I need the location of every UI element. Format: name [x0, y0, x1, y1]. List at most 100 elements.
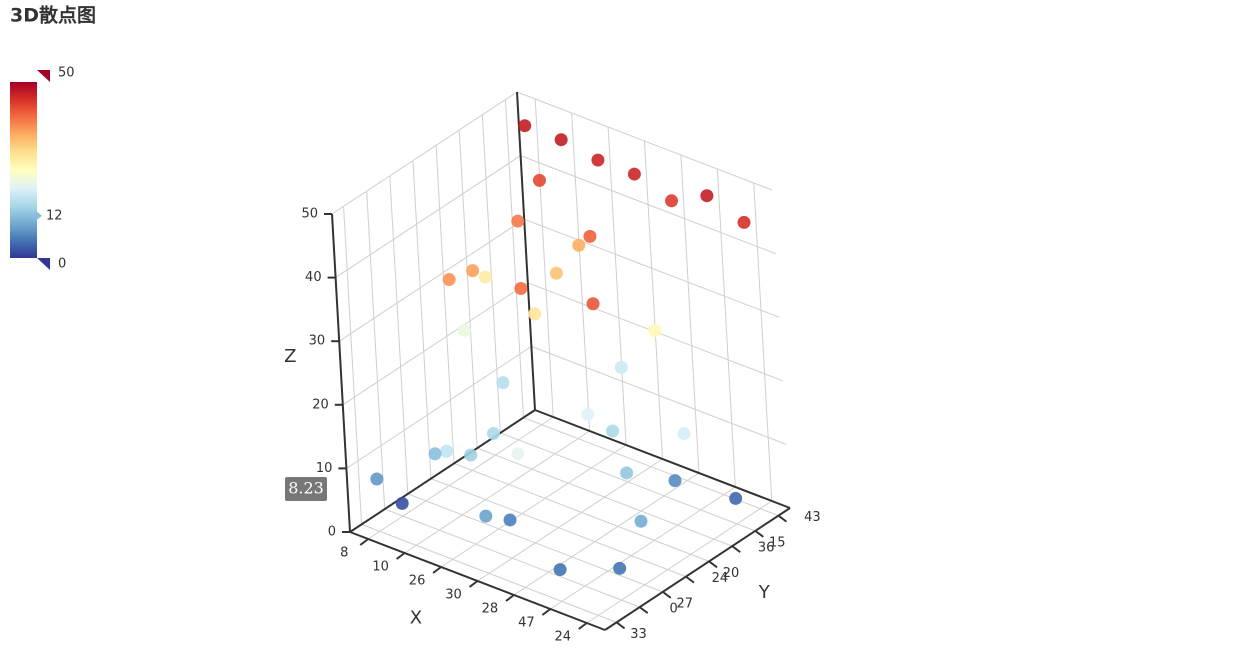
data-point[interactable]	[606, 424, 620, 438]
data-point[interactable]	[700, 189, 714, 203]
grid-line	[500, 432, 756, 532]
data-point[interactable]	[442, 273, 456, 287]
data-point[interactable]	[737, 215, 751, 229]
tick-mark	[777, 514, 788, 523]
tick-mark	[639, 606, 649, 614]
grid-line	[440, 444, 627, 568]
grid-line	[343, 206, 363, 525]
data-point[interactable]	[549, 266, 563, 280]
data-point[interactable]	[478, 270, 492, 284]
data-point[interactable]	[572, 238, 586, 252]
data-point[interactable]	[514, 281, 528, 295]
data-point[interactable]	[614, 360, 628, 374]
grid-line	[477, 447, 733, 547]
x-tick-label: 47	[518, 616, 535, 631]
y-tick-label: 43	[804, 510, 821, 525]
y-tick-label: 36	[758, 541, 775, 556]
data-point[interactable]	[464, 448, 478, 462]
data-point[interactable]	[620, 466, 634, 480]
tick-mark	[359, 538, 369, 546]
grid-line	[607, 126, 627, 446]
x-tick-label: 24	[555, 630, 572, 645]
tick-mark	[731, 545, 741, 553]
data-point[interactable]	[613, 561, 627, 575]
data-point[interactable]	[553, 563, 567, 577]
tick-mark	[541, 608, 551, 616]
tick-mark	[432, 566, 442, 574]
data-point[interactable]	[648, 324, 662, 338]
tooltip-box	[285, 477, 327, 501]
grid-line	[586, 500, 773, 624]
visual-map-max: 50	[58, 66, 75, 81]
data-point[interactable]	[440, 444, 454, 458]
data-point[interactable]	[627, 167, 641, 181]
x-tick-label: 8	[340, 546, 348, 561]
grid-line	[513, 472, 700, 596]
grid-line	[550, 486, 736, 610]
grid-line	[407, 493, 663, 593]
data-point[interactable]	[581, 407, 595, 421]
y-tick-label: 15	[769, 535, 786, 550]
grid-line	[384, 508, 640, 608]
z-axis	[331, 213, 351, 533]
grid-line	[453, 462, 710, 562]
grid-line	[516, 91, 773, 191]
grid-line	[680, 154, 700, 474]
grid-line	[644, 140, 663, 460]
y-axis	[604, 507, 791, 631]
z-tick-label: 20	[312, 397, 329, 412]
data-point[interactable]	[518, 119, 532, 133]
data-point[interactable]	[586, 297, 600, 311]
grid-line	[571, 112, 591, 432]
visual-map-bar[interactable]	[10, 82, 37, 258]
grid-line	[331, 91, 518, 215]
data-point[interactable]	[466, 264, 480, 278]
data-point[interactable]	[634, 514, 648, 528]
visual-map-indicator	[36, 210, 42, 221]
data-point[interactable]	[511, 447, 525, 461]
data-point[interactable]	[677, 427, 691, 441]
z-tick-label: 50	[301, 207, 318, 222]
data-point[interactable]	[486, 426, 500, 440]
data-point[interactable]	[528, 307, 542, 321]
z-tick-label: 40	[305, 270, 322, 285]
data-point[interactable]	[591, 153, 605, 167]
grid-line	[534, 98, 554, 418]
data-point[interactable]	[729, 491, 743, 505]
data-point[interactable]	[665, 194, 679, 208]
data-point[interactable]	[511, 214, 525, 228]
grid-line	[716, 168, 736, 488]
grid-line	[367, 416, 554, 540]
y-axis-label: Y	[758, 582, 771, 603]
visual-map-handle-label: 12	[46, 208, 63, 223]
grid-line	[435, 145, 455, 464]
data-point[interactable]	[395, 496, 409, 510]
tick-mark	[754, 530, 764, 538]
data-point[interactable]	[554, 133, 568, 147]
grid-line	[346, 345, 532, 469]
tooltip-text: 8.23	[288, 479, 324, 498]
data-point[interactable]	[496, 376, 510, 390]
data-point[interactable]	[428, 447, 442, 461]
box-edge	[349, 409, 536, 533]
data-point[interactable]	[503, 513, 517, 527]
data-point[interactable]	[457, 323, 471, 337]
data-point[interactable]	[668, 474, 682, 488]
y-tick-label: 33	[630, 627, 647, 642]
visual-map-handle[interactable]	[37, 258, 50, 270]
data-point[interactable]	[532, 173, 546, 187]
x-tick-label: 26	[409, 574, 426, 589]
tick-mark	[578, 622, 588, 630]
z-tick-label: 10	[316, 461, 333, 476]
grid-line	[404, 430, 590, 554]
data-point[interactable]	[583, 229, 597, 243]
data-point[interactable]	[479, 509, 493, 523]
x-tick-label: 28	[482, 602, 499, 617]
visual-map-handle[interactable]	[37, 70, 50, 82]
z-tick-label: 30	[309, 334, 326, 349]
tick-mark	[505, 594, 515, 602]
data-point[interactable]	[370, 472, 384, 486]
x-tick-label: 30	[445, 588, 462, 603]
y-tick-label: 20	[723, 566, 740, 581]
